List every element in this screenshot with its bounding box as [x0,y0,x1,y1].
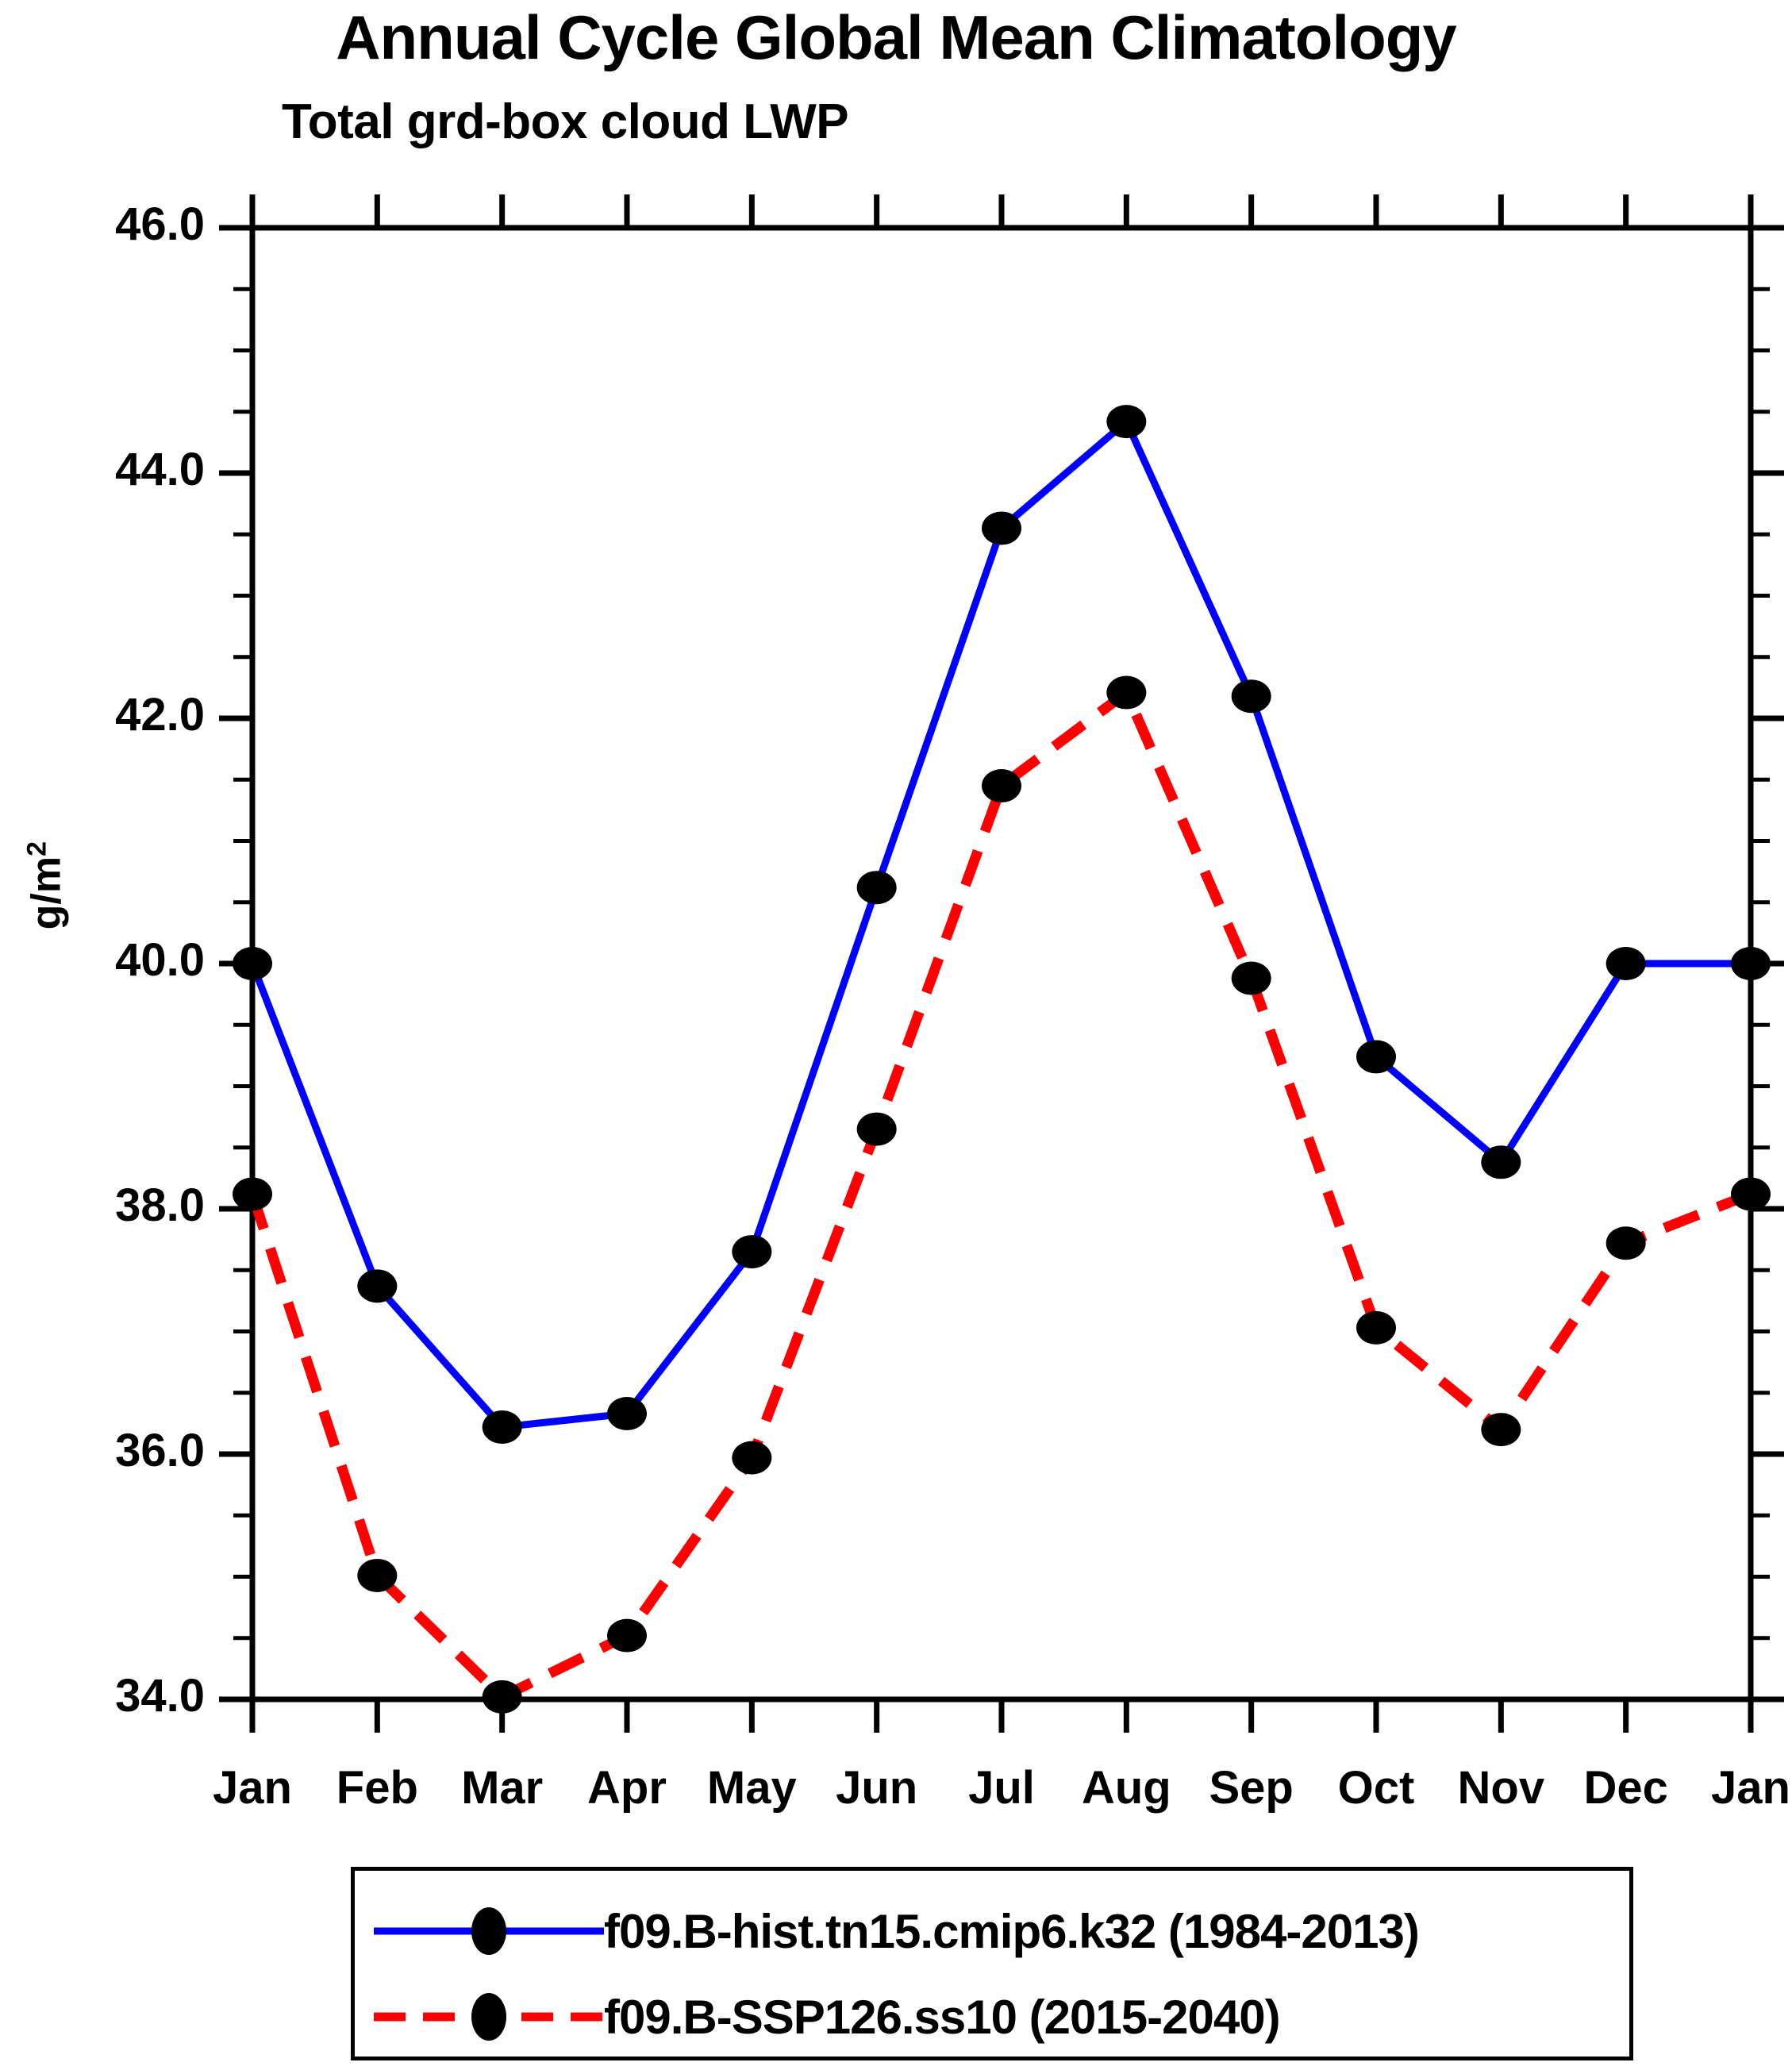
series-line-1 [247,684,1753,1703]
y-tick-label: 42.0 [115,689,205,741]
axes-frame [249,225,1754,1703]
data-point-marker [1481,1145,1521,1179]
data-point-marker [1106,405,1147,439]
data-point-marker [1481,1413,1521,1447]
legend-item-0[interactable]: f09.B-hist.tn15.cmip6.k32 (1984-2013) [355,1891,1629,1971]
x-tick-label: Dec [1583,1762,1668,1814]
data-point-marker [233,1177,272,1211]
data-point-marker [1356,1040,1396,1074]
legend-label-0: f09.B-hist.tn15.cmip6.k32 (1984-2013) [604,1904,1420,1958]
legend: f09.B-hist.tn15.cmip6.k32 (1984-2013) f0… [351,1867,1633,2060]
y-tick-label: 46.0 [115,198,205,250]
data-point-marker [1231,679,1271,714]
data-point-marker [482,1679,522,1714]
x-tick-label: Jun [836,1762,918,1814]
data-point-marker [607,1618,647,1653]
x-tick-label: Sep [1209,1762,1294,1814]
series-line-0 [248,415,1751,1431]
x-tick-label: Mar [461,1762,544,1814]
data-point-marker [482,1410,522,1445]
legend-swatch-icon-0 [374,1907,604,1955]
legend-swatch-icon-1 [374,1993,604,2041]
chart-subtitle: Total grd-box cloud LWP [282,94,849,149]
y-tick-label: 40.0 [115,934,205,986]
legend-item-1[interactable]: f09.B-SSP126.ss10 (2015-2040) [355,1977,1629,2057]
x-tick-label: Oct [1337,1762,1415,1814]
x-tick-label: Jul [968,1762,1035,1814]
x-tick-label: Feb [336,1762,418,1814]
data-point-marker [856,1112,897,1146]
data-point-marker [1106,675,1147,710]
x-tick-label: Jan [213,1762,292,1814]
data-point-marker [1731,947,1771,980]
data-point-marker [1231,961,1271,995]
data-point-marker [1605,1226,1646,1260]
data-point-marker [233,947,272,980]
data-point-marker [1605,947,1646,980]
data-point-marker [357,1558,398,1592]
data-point-marker [732,1441,772,1475]
y-tick-label: 36.0 [115,1425,205,1476]
data-point-marker [1731,1177,1771,1211]
data-point-marker [856,871,897,905]
y-tick-label: 38.0 [115,1179,205,1231]
data-point-marker [732,1235,772,1269]
legend-sample-line-1 [374,1993,604,2041]
x-tick-label: Nov [1457,1762,1545,1814]
data-point-marker [607,1397,647,1431]
data-point-marker [1356,1310,1396,1345]
y-tick-label: 34.0 [115,1670,205,1722]
x-tick-label: Aug [1081,1762,1171,1814]
y-tick-label: 44.0 [115,444,205,495]
data-point-marker [982,511,1021,545]
x-tick-label: Jan [1711,1762,1790,1814]
x-tick-label: Apr [587,1762,667,1814]
legend-sample-line-0 [374,1907,604,1955]
data-point-marker [982,768,1021,802]
chart-title: Annual Cycle Global Mean Climatology [336,2,1457,72]
legend-label-1: f09.B-SSP126.ss10 (2015-2040) [604,1990,1281,2044]
x-tick-label: May [706,1762,797,1814]
data-point-marker [357,1269,398,1303]
